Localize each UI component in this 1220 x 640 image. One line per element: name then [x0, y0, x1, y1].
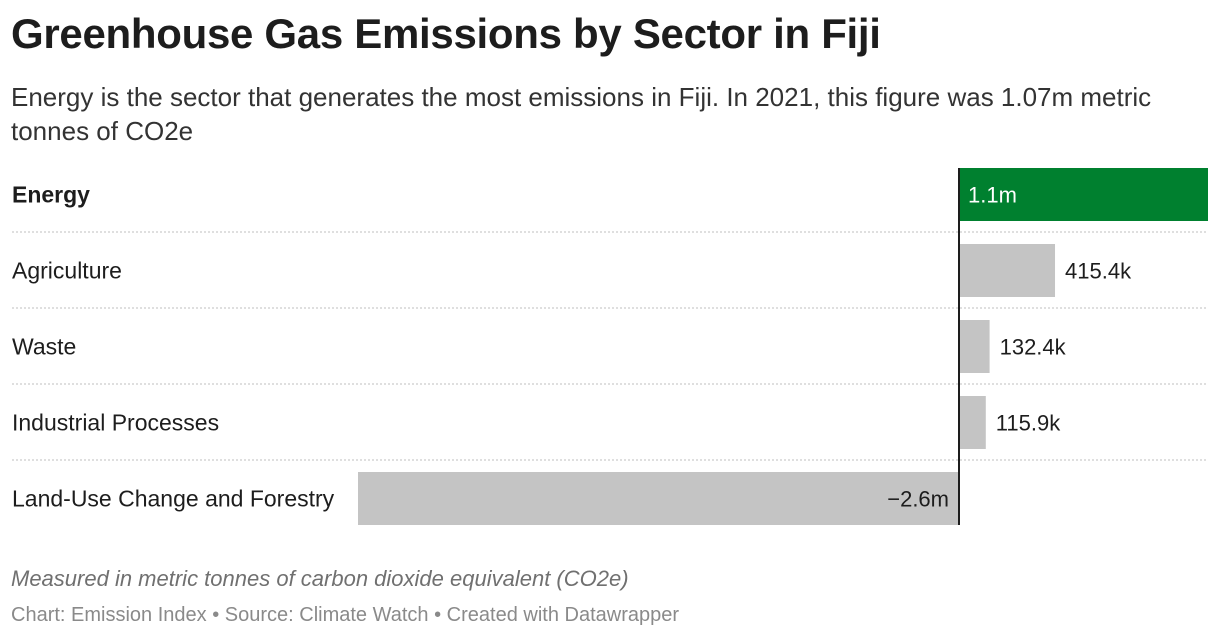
row-label-agriculture: Agriculture: [12, 258, 122, 284]
bar-industrial-processes: [959, 396, 986, 449]
value-label-agriculture: 415.4k: [1065, 259, 1132, 284]
row-label-industrial-processes: Industrial Processes: [12, 410, 219, 436]
footer-separator: •: [206, 604, 225, 626]
footer-separator: •: [428, 604, 447, 626]
bar-waste: [959, 320, 990, 373]
bar-land-use-change-and-forestry: [358, 472, 959, 525]
datawrapper-credit: Created with Datawrapper: [446, 604, 680, 626]
value-label-land-use-change-and-forestry: −2.6m: [887, 487, 949, 512]
value-label-waste: 132.4k: [1000, 335, 1067, 360]
bar-energy: [959, 168, 1208, 221]
chart-notes: Measured in metric tonnes of carbon diox…: [11, 566, 629, 591]
bar-chart: Energy 1.1m Agriculture 415.4k Waste 132.4k In…: [0, 160, 1220, 540]
chart-subtitle: Energy is the sector that generates the …: [11, 82, 1152, 146]
value-label-industrial-processes: 115.9k: [996, 411, 1061, 436]
chart-credit: Chart: Emission Index: [11, 604, 207, 626]
row-label-energy: Energy: [12, 182, 90, 208]
bar-agriculture: [959, 244, 1056, 297]
source-credit: Source: Climate Watch: [224, 604, 429, 626]
row-label-land-use-change-and-forestry: Land-Use Change and Forestry: [12, 486, 335, 512]
value-label-energy: 1.1m: [968, 183, 1017, 208]
row-label-waste: Waste: [12, 334, 76, 360]
chart-title: Greenhouse Gas Emissions by Sector in Fi…: [11, 10, 881, 57]
chart-footer: Chart: Emission Index • Source: Climate …: [11, 604, 679, 627]
bar-chart-svg: Energy 1.1m Agriculture 415.4k Waste 132.4k In…: [12, 168, 1208, 525]
